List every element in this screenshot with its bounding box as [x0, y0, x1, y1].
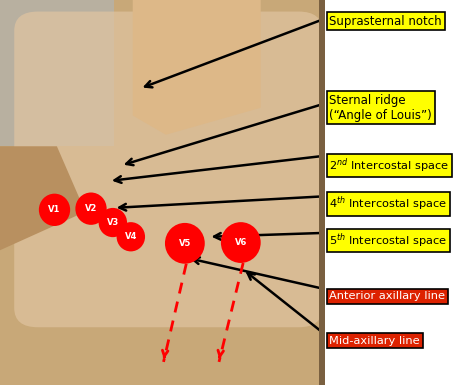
Text: 4$^{th}$ Intercostal space: 4$^{th}$ Intercostal space — [329, 195, 448, 213]
Text: 2$^{nd}$ Intercostal space: 2$^{nd}$ Intercostal space — [329, 156, 450, 175]
Ellipse shape — [165, 223, 205, 264]
Text: V1: V1 — [48, 205, 61, 214]
Polygon shape — [133, 0, 261, 135]
Polygon shape — [0, 146, 85, 250]
Ellipse shape — [99, 208, 127, 237]
FancyBboxPatch shape — [14, 12, 322, 327]
Text: V3: V3 — [107, 218, 119, 227]
Bar — [0, 0, 114, 146]
Text: Mid-axillary line: Mid-axillary line — [329, 336, 420, 346]
Text: V4: V4 — [125, 232, 137, 241]
Bar — [319, 0, 325, 385]
Ellipse shape — [221, 222, 261, 263]
Text: 5$^{th}$ Intercostal space: 5$^{th}$ Intercostal space — [329, 231, 448, 250]
Ellipse shape — [39, 194, 70, 226]
Text: Suprasternal notch: Suprasternal notch — [329, 15, 442, 28]
Text: V6: V6 — [235, 238, 247, 247]
Text: V2: V2 — [85, 204, 97, 213]
Text: Anterior axillary line: Anterior axillary line — [329, 291, 446, 301]
Bar — [325, 0, 474, 385]
Text: Sternal ridge
(“Angle of Louis”): Sternal ridge (“Angle of Louis”) — [329, 94, 432, 122]
Ellipse shape — [117, 222, 145, 251]
Bar — [0, 0, 325, 385]
Text: V5: V5 — [179, 239, 191, 248]
Ellipse shape — [75, 192, 107, 225]
